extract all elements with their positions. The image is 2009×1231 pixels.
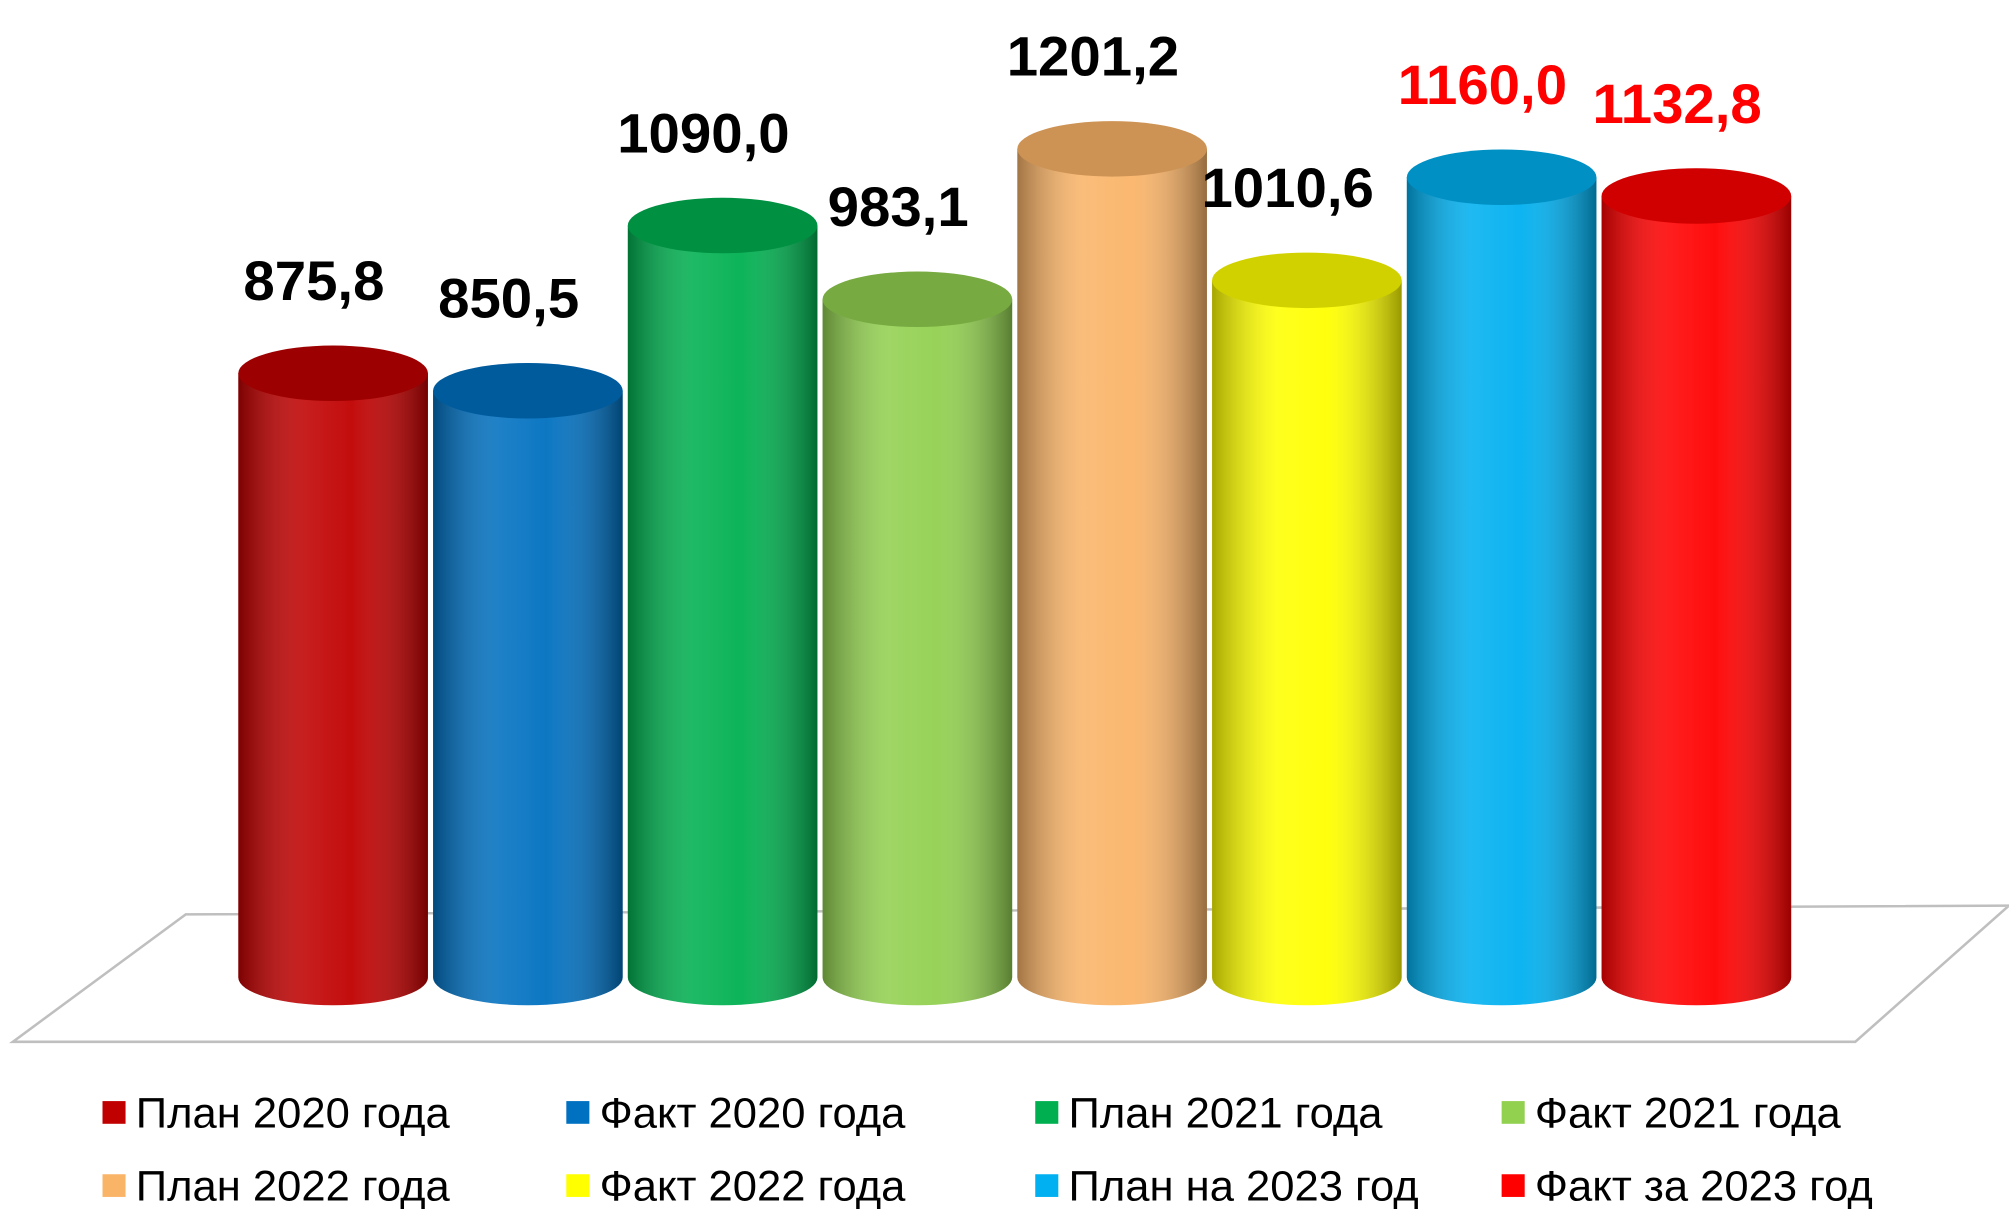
cylinder-top-shade xyxy=(627,197,818,254)
cylinder-shade xyxy=(822,299,1013,1006)
legend-label: Факт 2020 года xyxy=(600,1090,907,1138)
cylinder-shade xyxy=(433,390,623,1006)
legend-swatch xyxy=(1501,1101,1525,1124)
cylinder-shade xyxy=(1212,280,1402,1006)
cylinder-top xyxy=(1406,149,1597,205)
legend-swatch xyxy=(1035,1174,1059,1197)
cylinder-shade xyxy=(1017,148,1207,1006)
cylinder-top-shade xyxy=(822,271,1013,328)
cylinder-top xyxy=(1212,252,1402,309)
value-label: 1201,2 xyxy=(1007,25,1179,88)
value-label: 983,1 xyxy=(828,176,969,239)
cylinder-shade xyxy=(238,373,428,1006)
cylinder-shade xyxy=(627,225,818,1006)
legend-label: План на 2023 год xyxy=(1069,1163,1419,1211)
legend-swatch xyxy=(566,1101,590,1124)
cylinder-top-shade xyxy=(433,363,623,419)
cylinder-top xyxy=(627,197,818,254)
legend-label: План 2020 года xyxy=(136,1090,451,1138)
cylinder-top-shade xyxy=(238,345,428,402)
legend-label: План 2022 года xyxy=(136,1163,451,1211)
legend-swatch xyxy=(1501,1174,1525,1197)
cylinder-top xyxy=(238,345,428,402)
cylinder-top xyxy=(1601,168,1792,224)
value-label: 1090,0 xyxy=(617,102,789,165)
legend-label: Факт 2022 года xyxy=(600,1163,907,1211)
cylinder-top xyxy=(822,271,1013,328)
legend-swatch xyxy=(102,1174,126,1197)
cylinder-top-shade xyxy=(1017,121,1207,177)
legend-label: Факт за 2023 год xyxy=(1535,1163,1873,1211)
cylinder-shade xyxy=(1406,177,1597,1006)
legend-swatch xyxy=(102,1101,126,1124)
cylinder-top xyxy=(1017,121,1207,177)
cylinder-shade xyxy=(1601,196,1792,1006)
value-label: 1010,6 xyxy=(1201,157,1373,220)
value-label: 1132,8 xyxy=(1593,72,1762,135)
cylinder-top-shade xyxy=(1406,149,1597,205)
legend-swatch xyxy=(566,1174,590,1197)
legend-label: План 2021 года xyxy=(1069,1090,1384,1138)
value-label: 850,5 xyxy=(438,267,579,330)
value-label: 875,8 xyxy=(243,250,384,313)
cylinder-top xyxy=(433,363,623,419)
cylinder-top-shade xyxy=(1601,168,1792,224)
cylinder-top-shade xyxy=(1212,252,1402,309)
value-label: 1160,0 xyxy=(1398,54,1567,117)
legend-label: Факт 2021 года xyxy=(1535,1090,1842,1138)
legend-swatch xyxy=(1035,1101,1059,1124)
